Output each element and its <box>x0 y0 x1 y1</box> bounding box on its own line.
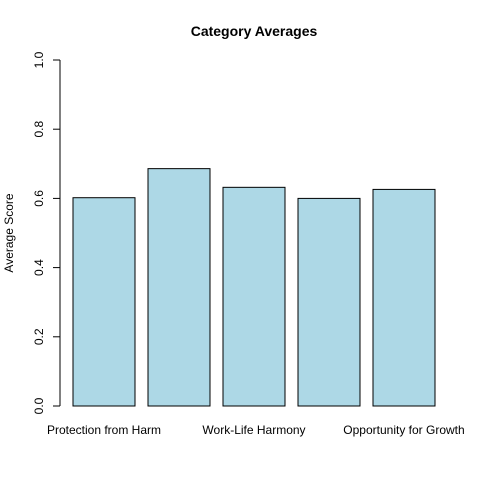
y-tick-label: 1.0 <box>32 51 46 68</box>
bar <box>72 197 136 407</box>
y-tick-label: 0.4 <box>32 259 46 276</box>
bar <box>372 188 436 407</box>
x-tick-label: Work-Life Harmony <box>202 423 305 437</box>
bars-group <box>72 168 436 407</box>
x-tick-label: Opportunity for Growth <box>343 423 464 437</box>
chart-title: Category Averages <box>191 23 318 39</box>
y-axis-ticks: 0.0 0.2 0.4 0.6 0.8 1.0 <box>32 51 60 414</box>
y-tick-label: 0.8 <box>32 121 46 138</box>
y-tick-label: 0.0 <box>32 397 46 414</box>
y-tick-label: 0.6 <box>32 190 46 207</box>
bar <box>222 186 286 407</box>
x-axis-labels: Protection from Harm Work-Life Harmony Opp… <box>47 423 465 437</box>
y-axis-label: Average Score <box>2 193 16 272</box>
bar <box>297 197 361 407</box>
y-tick-label: 0.2 <box>32 328 46 345</box>
bar <box>147 168 211 407</box>
x-tick-label: Protection from Harm <box>47 423 161 437</box>
